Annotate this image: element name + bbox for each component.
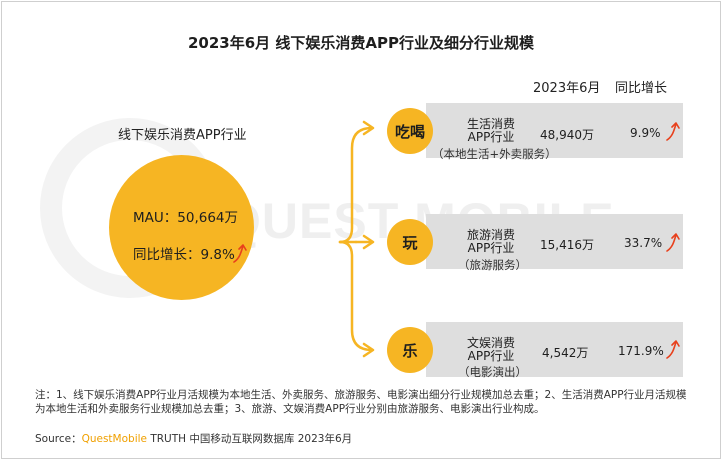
- segment-sub-food: （本地生活+外卖服务）: [432, 147, 557, 161]
- connector-lower: [338, 240, 374, 352]
- source-prefix: Source：: [35, 433, 82, 445]
- connector-upper: [338, 126, 374, 244]
- segment-bar-entertainment: [426, 322, 683, 377]
- industry-mau: MAU：50,664万: [133, 210, 239, 226]
- chart-title: 2023年6月 线下娱乐消费APP行业及细分行业规模: [187, 34, 534, 52]
- up-arrow-icon: [666, 233, 680, 252]
- segment-sub-entertainment: （电影演出）: [458, 365, 527, 379]
- footnote: 注：1、线下娱乐消费APP行业月活规模为本地生活、外卖服务、旅游服务、电影演出细…: [35, 389, 687, 415]
- column-header-growth: 同比增长: [615, 81, 668, 96]
- column-header-period: 2023年6月: [533, 81, 601, 96]
- segment-bar-travel: [426, 214, 683, 269]
- segment-name-travel: 旅游消费 APP行业: [455, 229, 527, 255]
- industry-label: 线下娱乐消费APP行业: [118, 128, 247, 143]
- source-rest: TRUTH 中国移动互联网数据库 2023年6月: [147, 433, 353, 445]
- segment-growth-entertainment: 171.9%: [618, 344, 664, 358]
- source-brand: QuestMobile: [81, 433, 147, 445]
- segment-growth-travel: 33.7%: [624, 236, 663, 250]
- up-arrow-icon: [666, 122, 680, 141]
- segment-bar-food: [426, 103, 683, 158]
- segment-name-entertainment: 文娱消费 APP行业: [455, 337, 527, 363]
- segment-name-line2: APP行业: [467, 349, 515, 363]
- connector-arrow-upper: [362, 120, 375, 136]
- industry-yoy: 同比增长：9.8%: [133, 247, 235, 263]
- segment-sub-travel: （旅游服务）: [458, 258, 527, 272]
- up-arrow-icon: [233, 244, 247, 263]
- connector-arrow-lower: [362, 342, 375, 358]
- segment-name-line1: 生活消费: [466, 117, 515, 131]
- segment-icon-travel: 玩: [387, 219, 433, 265]
- connector-arrow-middle: [362, 234, 375, 250]
- segment-name-food: 生活消费 APP行业: [455, 118, 527, 144]
- segment-value-entertainment: 4,542万: [542, 346, 589, 360]
- segment-value-travel: 15,416万: [540, 238, 594, 252]
- segment-name-line2: APP行业: [467, 130, 515, 144]
- segment-name-line2: APP行业: [467, 241, 515, 255]
- segment-icon-food: 吃喝: [387, 108, 433, 154]
- segment-icon-entertainment: 乐: [387, 327, 433, 373]
- industry-circle: [109, 155, 254, 300]
- segment-name-line1: 旅游消费: [466, 228, 515, 242]
- segment-name-line1: 文娱消费: [466, 336, 515, 350]
- segment-value-food: 48,940万: [540, 128, 594, 142]
- source-line: Source：QuestMobile TRUTH 中国移动互联网数据库 2023…: [35, 431, 352, 446]
- bracket-connector: [338, 120, 375, 358]
- up-arrow-icon: [666, 340, 680, 359]
- segment-growth-food: 9.9%: [630, 126, 661, 140]
